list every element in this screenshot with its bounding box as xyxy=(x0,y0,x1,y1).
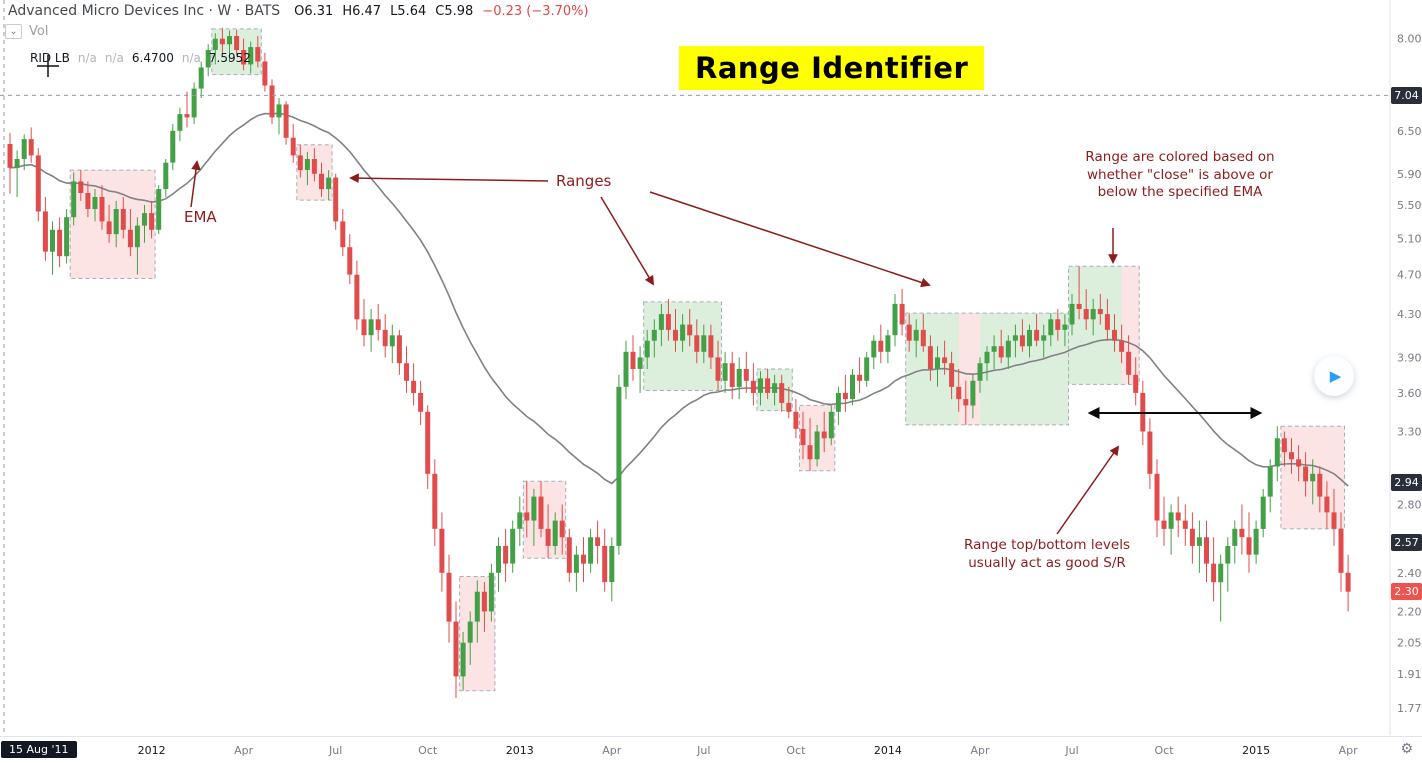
range-sr-note[interactable]: Range top/bottom levels usually act as g… xyxy=(963,537,1130,571)
rid-value: 7.5952 xyxy=(208,51,251,65)
range-level-badge-257: 2.57 xyxy=(1391,533,1422,551)
rid-indicator-legend[interactable]: RID LB n/a n/a 6.4700 n/a 7.5952 xyxy=(30,51,251,65)
svg-text:5.90: 5.90 xyxy=(1397,168,1422,181)
crosshair-price-badge: 7.04 xyxy=(1391,86,1422,104)
range-coloring-note[interactable]: Range are colored based on whether "clos… xyxy=(1085,149,1275,201)
ranges-pointer-arrow-mid[interactable] xyxy=(600,196,655,286)
gear-icon[interactable]: ⚙ xyxy=(1400,741,1413,757)
svg-text:5.10: 5.10 xyxy=(1397,232,1422,245)
time-axis-label: 2012 xyxy=(137,744,166,757)
ranges-pointer-arrow-right[interactable] xyxy=(649,191,931,288)
rid-value: n/a xyxy=(104,51,124,65)
play-icon: ▶ xyxy=(1329,366,1342,385)
volume-indicator-label: Vol xyxy=(29,24,49,39)
svg-text:4.70: 4.70 xyxy=(1397,269,1422,282)
price-axis[interactable]: 7.04 2.94 2.57 2.30 xyxy=(1391,0,1422,735)
time-axis-label: Oct xyxy=(418,744,438,757)
candles xyxy=(7,27,1351,698)
range-level-badge-294: 2.94 xyxy=(1391,474,1422,492)
time-axis-label: Oct xyxy=(786,744,806,757)
svg-text:6.50: 6.50 xyxy=(1397,125,1422,138)
crosshair-cursor-icon xyxy=(37,55,59,77)
svg-text:3.60: 3.60 xyxy=(1397,387,1422,400)
time-axis-label: 2014 xyxy=(873,744,902,757)
range-identifier-title[interactable]: Range Identifier xyxy=(679,46,985,90)
price-axis-ticks: 8.00 6.50 5.90 5.50 5.10 4.70 4.30 3.90 3.60 3.30… xyxy=(1397,33,1422,715)
svg-text:3.30: 3.30 xyxy=(1397,426,1422,439)
high-value: H6.47 xyxy=(342,4,382,19)
time-axis[interactable]: 15 Aug '11 2012 Apr Jul Oct 2013 Apr Jul Oct 201… xyxy=(0,736,1422,763)
ema-pointer-arrow[interactable] xyxy=(190,160,201,208)
svg-text:3.90: 3.90 xyxy=(1397,351,1422,364)
svg-text:2.05: 2.05 xyxy=(1397,637,1422,650)
candlestick-chart-canvas[interactable]: 8.00 6.50 5.90 5.50 5.10 4.70 4.30 3.90 3.60 3.30… xyxy=(0,0,1422,735)
time-axis-label: Apr xyxy=(970,744,990,757)
close-value: C5.98 xyxy=(435,4,474,19)
ema-annotation-label[interactable]: EMA xyxy=(184,208,217,226)
volume-indicator-legend[interactable]: ⌄ Vol xyxy=(5,24,48,39)
time-axis-label: Jul xyxy=(329,744,343,757)
sr-note-pointer-arrow[interactable] xyxy=(1056,445,1120,535)
time-axis-label: Oct xyxy=(1154,744,1174,757)
chevron-glyph: ⌄ xyxy=(9,25,18,37)
svg-text:2.80: 2.80 xyxy=(1397,498,1422,511)
svg-text:4.30: 4.30 xyxy=(1397,308,1422,321)
svg-text:1.77: 1.77 xyxy=(1397,702,1422,715)
ranges-annotation-label[interactable]: Ranges xyxy=(556,172,612,190)
ohlc-values: O6.31 H6.47 L5.64 C5.98 −0.23 (−3.70%) xyxy=(294,4,588,19)
rid-indicator-name: RID LB xyxy=(30,51,70,65)
scroll-to-realtime-button[interactable]: ▶ xyxy=(1314,356,1354,396)
ema-line xyxy=(9,112,1349,487)
rid-value: 6.4700 xyxy=(131,51,174,65)
svg-text:5.50: 5.50 xyxy=(1397,199,1422,212)
time-axis-label: Jul xyxy=(1065,744,1079,757)
svg-text:1.91: 1.91 xyxy=(1397,668,1422,681)
rid-value: n/a xyxy=(181,51,201,65)
time-axis-label: Apr xyxy=(234,744,254,757)
time-axis-label: Jul xyxy=(697,744,711,757)
time-axis-label: 2015 xyxy=(1242,744,1271,757)
time-axis-label: Apr xyxy=(602,744,622,757)
last-price-badge: 2.30 xyxy=(1391,583,1422,601)
symbol-header: Advanced Micro Devices Inc · W · BATS O6… xyxy=(8,3,589,19)
svg-text:8.00: 8.00 xyxy=(1397,33,1422,46)
svg-text:2.40: 2.40 xyxy=(1397,567,1422,580)
time-axis-label: Apr xyxy=(1338,744,1358,757)
range-boxes xyxy=(69,28,1346,692)
svg-text:2.20: 2.20 xyxy=(1397,605,1422,618)
chevron-down-icon[interactable]: ⌄ xyxy=(5,24,22,39)
ranges-pointer-arrow-left[interactable] xyxy=(349,173,549,183)
time-axis-label: 2013 xyxy=(505,744,534,757)
open-value: O6.31 xyxy=(294,4,334,19)
crosshair-date-badge: 15 Aug '11 xyxy=(1,741,77,758)
low-value: L5.64 xyxy=(390,4,427,19)
symbol-title[interactable]: Advanced Micro Devices Inc · W · BATS xyxy=(8,3,281,19)
rid-value: n/a xyxy=(77,51,97,65)
change-value: −0.23 (−3.70%) xyxy=(482,4,589,19)
